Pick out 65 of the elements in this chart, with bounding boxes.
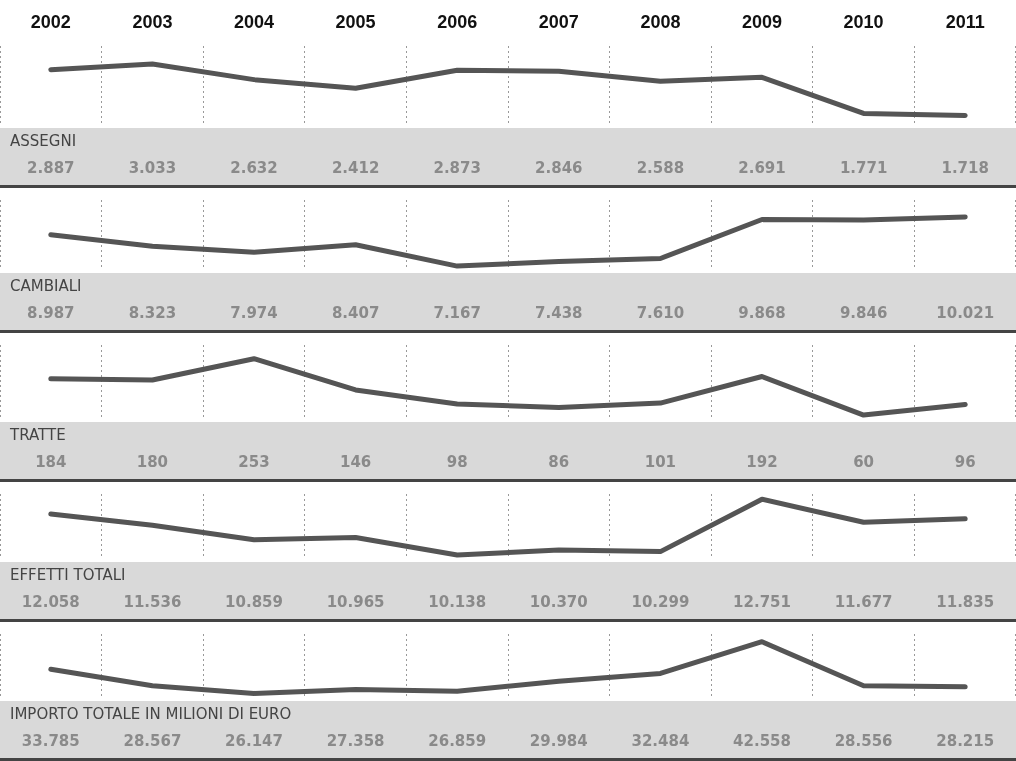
data-label: 9.846 [839,303,888,322]
data-label: 7.438 [535,303,583,322]
data-label: 11.835 [936,592,995,611]
data-label: 12.751 [733,592,791,611]
data-label: 3.033 [128,158,177,177]
data-label: 28.567 [123,731,182,750]
x-tick-label: 2011 [945,11,985,32]
data-label: 146 [339,452,372,471]
data-label: 7.610 [636,303,685,322]
data-label: 2.632 [230,158,278,177]
data-label: 7.974 [230,303,278,322]
data-label: 8.407 [331,303,380,322]
data-label: 28.215 [936,731,995,750]
data-label: 10.859 [225,592,283,611]
data-label: 1.771 [839,158,888,177]
data-label: 180 [136,452,169,471]
x-tick-label: 2008 [640,11,681,32]
x-tick-label: 2009 [741,11,783,32]
x-tick-label: 2002 [30,11,71,32]
text: ASSEGNI [10,132,77,150]
data-label: 86 [548,452,570,471]
data-label: 26.147 [225,731,283,750]
text: EFFETTI TOTALI [10,566,126,584]
data-label: 32.484 [631,731,690,750]
data-label: 11.677 [834,592,893,611]
data-label: 101 [644,452,677,471]
text: IMPORTO TOTALE IN MILIONI DI EURO [10,705,292,723]
data-label: 26.859 [428,731,487,750]
data-label: 8.987 [27,303,75,322]
data-label: 7.167 [433,303,481,322]
data-label: 28.556 [834,731,893,750]
data-label: 96 [954,452,976,471]
data-label: 29.984 [529,731,588,750]
data-label: 2.887 [27,158,75,177]
data-label: 2.846 [535,158,583,177]
x-tick-label: 2006 [437,11,478,32]
data-label: 10.370 [529,592,588,611]
data-label: 184 [35,452,67,471]
data-label: 12.058 [21,592,80,611]
data-label: 42.558 [733,731,791,750]
data-label: 11.536 [123,592,182,611]
data-label: 10.021 [936,303,995,322]
data-label: 10.965 [326,592,385,611]
text: TRATTE [10,426,66,444]
data-label: 9.868 [738,303,786,322]
data-label: 98 [446,452,468,471]
data-label: 2.691 [738,158,786,177]
x-tick-label: 2003 [132,11,173,32]
data-label: 2.873 [433,158,481,177]
data-label: 8.323 [128,303,177,322]
data-label: 253 [238,452,270,471]
data-label: 60 [853,452,875,471]
data-label: 2.412 [331,158,380,177]
data-label: 2.588 [636,158,685,177]
x-tick-label: 2007 [538,11,579,32]
x-tick-label: 2010 [843,11,884,32]
data-label: 10.299 [631,592,690,611]
x-tick-label: 2004 [233,11,275,32]
data-label: 1.718 [941,158,989,177]
data-label: 10.138 [428,592,487,611]
data-label: 27.358 [326,731,385,750]
data-label: 33.785 [21,731,80,750]
x-tick-label: 2005 [335,11,376,32]
data-label: 192 [746,452,778,471]
text: CAMBIALI [10,277,82,295]
